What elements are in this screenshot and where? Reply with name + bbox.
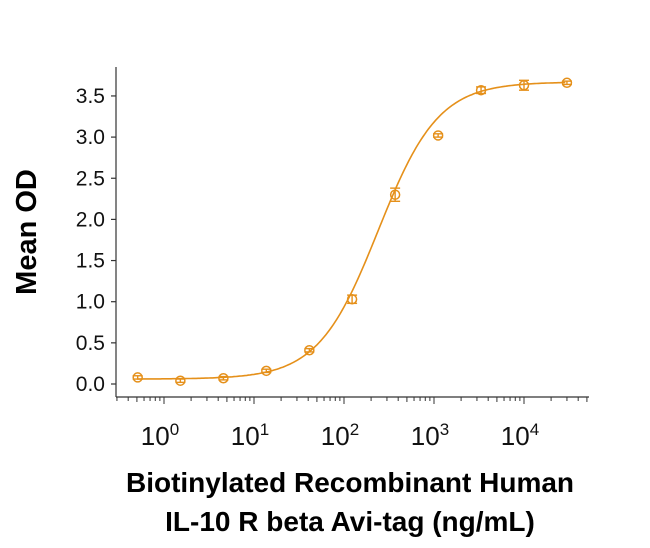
x-tick-base: 10 <box>231 421 260 451</box>
y-tick-label: 1.0 <box>76 291 105 314</box>
point-marker <box>261 365 272 377</box>
point-marker <box>475 84 487 96</box>
data-point <box>432 130 444 141</box>
data-point <box>475 84 487 96</box>
y-tick-label: 0.5 <box>76 332 105 355</box>
x-tick-exponent: 4 <box>530 420 539 439</box>
x-tick-exponent: 1 <box>260 420 269 439</box>
y-tick-label: 3.0 <box>76 126 105 149</box>
point-marker <box>561 77 573 89</box>
x-tick-base: 10 <box>501 421 530 451</box>
x-axis-label-line-1: Biotinylated Recombinant Human <box>126 467 574 498</box>
data-point <box>518 79 530 91</box>
y-tick-label: 2.5 <box>76 167 105 190</box>
data-point <box>132 372 143 383</box>
point-marker <box>432 130 444 141</box>
x-tick-exponent: 2 <box>350 420 359 439</box>
point-marker <box>218 372 229 384</box>
x-tick-exponent: 0 <box>170 420 179 439</box>
x-tick-label: 104 <box>501 420 539 451</box>
y-axis-label: Mean OD <box>11 169 43 295</box>
point-marker <box>518 80 530 91</box>
data-point <box>346 293 358 305</box>
y-tick-label: 3.5 <box>76 85 105 108</box>
x-tick-label: 102 <box>321 420 359 451</box>
point-marker <box>389 189 401 200</box>
data-point <box>175 375 186 386</box>
x-tick-exponent: 3 <box>440 420 449 439</box>
point-marker <box>132 372 143 383</box>
data-point <box>304 345 315 356</box>
x-tick-label: 103 <box>411 420 449 451</box>
point-marker <box>304 345 315 356</box>
data-point <box>389 187 401 202</box>
x-tick-labels: 100 101 102 103 104 <box>141 420 539 451</box>
x-axis-label-line-2: IL-10 R beta Avi-tag (ng/mL) <box>165 506 535 537</box>
point-marker <box>175 375 186 386</box>
data-point <box>561 77 573 89</box>
y-tick-label: 0.0 <box>76 373 105 396</box>
point-marker <box>346 293 358 305</box>
x-tick-label: 101 <box>231 420 269 451</box>
x-tick-base: 10 <box>321 421 350 451</box>
x-tick-label: 100 <box>141 420 179 451</box>
x-tick-base: 10 <box>411 421 440 451</box>
x-tick-base: 10 <box>141 421 170 451</box>
fit-curve <box>136 81 566 380</box>
y-tick-labels: 0.0 0.5 1.0 1.5 2.0 2.5 3.0 3.5 <box>76 85 105 396</box>
data-points <box>132 77 573 386</box>
axes <box>111 67 589 404</box>
y-tick-label: 2.0 <box>76 208 105 231</box>
y-tick-label: 1.5 <box>76 250 105 273</box>
data-point <box>261 365 272 377</box>
data-point <box>218 372 229 384</box>
